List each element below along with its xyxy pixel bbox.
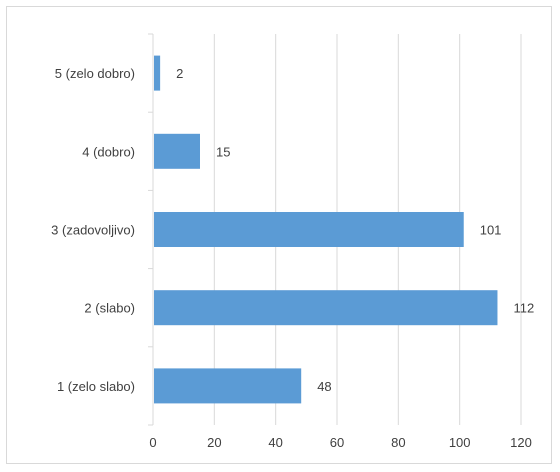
data-label: 101 xyxy=(480,223,502,238)
x-tick-label: 100 xyxy=(449,435,471,450)
x-tick-label: 0 xyxy=(149,435,156,450)
bar xyxy=(154,133,200,169)
category-label: 5 (zelo dobro) xyxy=(55,66,135,81)
bar xyxy=(154,290,498,326)
bar xyxy=(154,368,302,404)
x-tick-label: 20 xyxy=(207,435,221,450)
value-labels: 2 15 101 112 48 xyxy=(176,66,534,394)
data-label: 2 xyxy=(176,66,183,81)
category-label: 2 (slabo) xyxy=(84,301,135,316)
data-label: 48 xyxy=(317,379,331,394)
bar xyxy=(154,55,161,91)
bars xyxy=(154,55,498,404)
x-tick-label: 80 xyxy=(391,435,405,450)
data-label: 112 xyxy=(513,301,534,316)
category-labels: 5 (zelo dobro) 4 (dobro) 3 (zadovoljivo) 2 … xyxy=(51,66,135,394)
category-label: 1 (zelo slabo) xyxy=(57,379,135,394)
x-tick-label: 40 xyxy=(268,435,282,450)
x-tick-label: 60 xyxy=(330,435,344,450)
bar xyxy=(154,212,464,247)
category-label: 4 (dobro) xyxy=(82,144,135,159)
data-label: 15 xyxy=(216,144,230,159)
x-tick-label: 120 xyxy=(510,435,532,450)
x-tick-labels: 0 20 40 60 80 100 120 xyxy=(149,435,531,450)
category-label: 3 (zadovoljivo) xyxy=(51,223,135,238)
